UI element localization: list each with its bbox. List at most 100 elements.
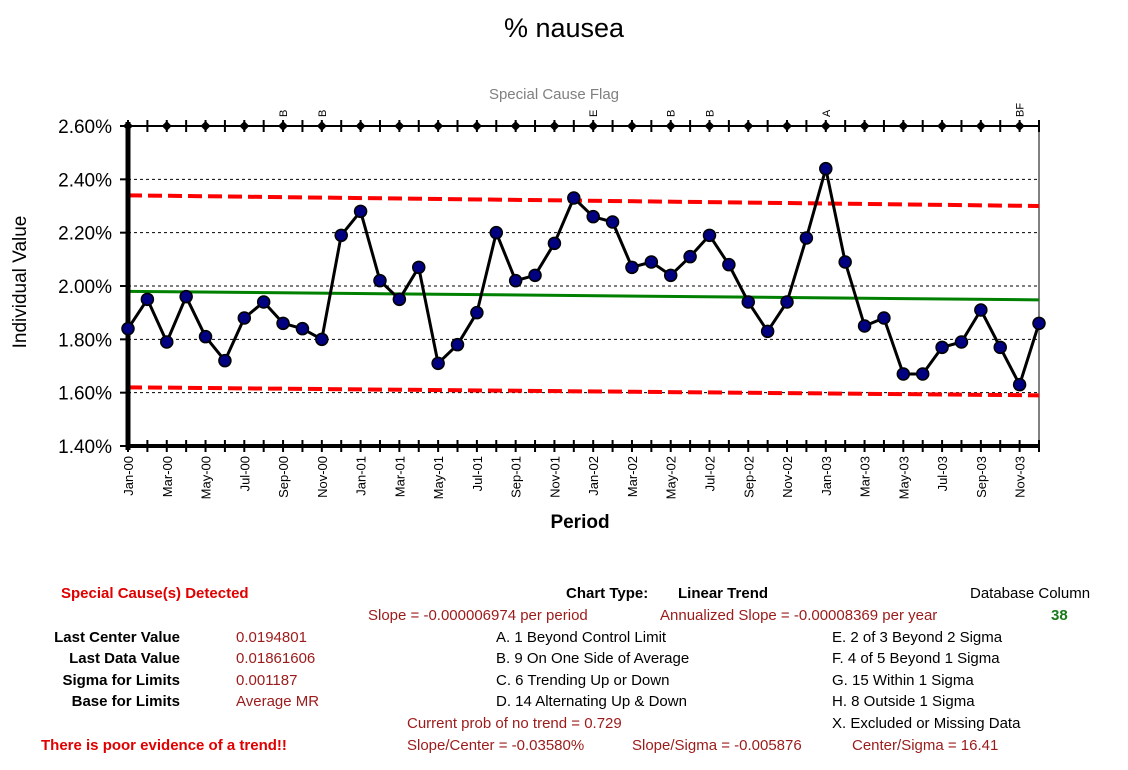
data-point: [702, 228, 717, 243]
ucl-line: [127, 193, 1040, 208]
y-tick-label: 2.20%: [58, 224, 112, 245]
y-axis-label: Individual Value: [10, 216, 31, 349]
flag-marker: [316, 121, 327, 131]
rule-d: D. 14 Alternating Up & Down: [496, 693, 687, 710]
data-point: [625, 260, 639, 275]
data-point: [160, 335, 174, 349]
flag-marker: [626, 121, 637, 131]
data-point: [179, 289, 193, 304]
data-point: [974, 303, 988, 317]
flag-marker: [278, 121, 289, 131]
data-point: [470, 305, 484, 320]
data-point: [915, 367, 930, 381]
flag-marker: [743, 121, 754, 131]
x-tick-label: Nov-00: [315, 456, 330, 498]
flag-marker: [937, 121, 948, 131]
flag-title: Special Cause Flag: [489, 86, 619, 103]
lcl-line: [127, 385, 1040, 398]
data-point: [780, 295, 794, 309]
flag-marker: [1014, 121, 1025, 131]
flag-marker: [161, 121, 172, 131]
data-point: [237, 311, 252, 325]
flag-marker: [471, 121, 482, 131]
rule-b: B. 9 On One Side of Average: [496, 650, 690, 667]
sigma-value: 0.001187: [236, 672, 298, 689]
data-point: [605, 215, 620, 229]
data-point: [353, 204, 368, 219]
x-tick-label: May-01: [431, 456, 446, 499]
x-tick-label: Jul-03: [935, 456, 950, 491]
slope-center: Slope/Center = -0.03580%: [407, 737, 585, 754]
flag-marker: [859, 121, 870, 131]
y-tick-label: 1.40%: [58, 437, 112, 458]
rule-a: A. 1 Beyond Control Limit: [496, 629, 667, 646]
data-point: [315, 332, 329, 347]
data-point: [567, 191, 581, 205]
data-point: [838, 255, 852, 269]
control-chart: % nausea Special Cause Flag Individual V…: [10, 13, 1046, 533]
data-point: [547, 236, 562, 251]
data-point: [663, 268, 678, 283]
x-tick-label: Mar-01: [392, 456, 407, 497]
flag-label: E: [588, 110, 600, 117]
x-tick-label: Jul-00: [237, 456, 252, 491]
flag-marker: [239, 121, 250, 131]
flag-marker: [549, 121, 560, 131]
x-tick-label: Jan-02: [586, 456, 601, 496]
annualized-slope-text: Annualized Slope = -0.00008369 per year: [660, 607, 938, 624]
data-point: [431, 356, 445, 371]
flag-label: BF: [1015, 103, 1027, 117]
data-point: [489, 225, 504, 240]
data-point: [993, 340, 1007, 355]
last-data-label: Last Data Value: [69, 650, 180, 667]
flag-label: A: [821, 109, 833, 117]
data-point: [819, 161, 833, 176]
flag-label: B: [317, 110, 329, 117]
x-tick-label: Jul-01: [470, 456, 485, 491]
data-point: [586, 209, 600, 224]
x-tick-label: Nov-02: [780, 456, 795, 498]
base-value: Average MR: [236, 693, 320, 710]
prob-no-trend: Current prob of no trend = 0.729: [407, 715, 622, 732]
flag-marker: [665, 121, 676, 131]
flag-label: B: [278, 110, 290, 117]
rule-c: C. 6 Trending Up or Down: [496, 672, 670, 689]
data-point: [799, 231, 814, 245]
rule-x: X. Excluded or Missing Data: [832, 715, 1021, 732]
data-point: [644, 255, 659, 269]
x-tick-label: Sep-01: [509, 456, 524, 498]
data-point: [373, 273, 387, 288]
flag-marker: [588, 121, 599, 131]
flag-marker: [123, 121, 133, 131]
flag-marker: [975, 121, 986, 131]
x-tick-label: Jan-00: [121, 456, 136, 496]
data-point: [198, 329, 213, 344]
data-point: [1032, 316, 1046, 331]
y-tick-label: 1.60%: [58, 384, 112, 405]
flag-marker: [782, 121, 793, 131]
rule-h: H. 8 Outside 1 Sigma: [832, 693, 975, 710]
data-point: [121, 321, 135, 336]
data-point: [877, 311, 891, 325]
data-point: [857, 319, 872, 333]
x-tick-label: Sep-02: [741, 456, 756, 498]
chart-type-value: Linear Trend: [678, 585, 769, 602]
flag-marker: [200, 121, 211, 131]
x-axis-label: Period: [550, 512, 609, 533]
x-tick-label: Sep-03: [974, 456, 989, 498]
data-point: [760, 324, 775, 339]
flag-label: B: [666, 110, 678, 117]
flag-label: B: [704, 110, 716, 117]
data-point: [935, 340, 949, 355]
x-tick-label: Mar-02: [625, 456, 640, 497]
rule-f: F. 4 of 5 Beyond 1 Sigma: [832, 650, 1000, 667]
data-point: [218, 353, 232, 368]
flag-marker: [355, 121, 366, 131]
special-cause-label: Special Cause(s) Detected: [61, 585, 249, 602]
database-column-label: Database Column: [970, 585, 1091, 602]
data-point: [741, 295, 756, 309]
data-point: [683, 249, 697, 264]
rule-e: E. 2 of 3 Beyond 2 Sigma: [832, 629, 1003, 646]
x-tick-label: Jan-01: [354, 456, 369, 496]
trend-evidence: There is poor evidence of a trend!!: [41, 737, 287, 754]
